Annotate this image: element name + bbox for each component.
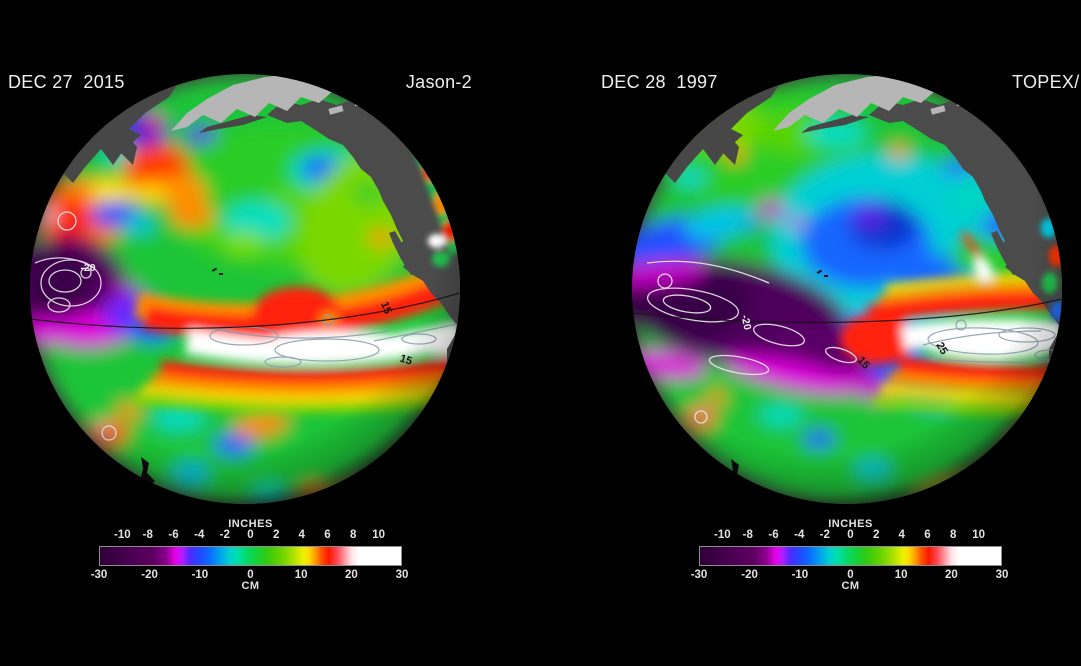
inches-tick: 4: [298, 529, 305, 541]
satellite-label: Jason-2: [405, 72, 472, 92]
cm-tick: -30: [690, 569, 708, 581]
cm-tick: -30: [90, 569, 108, 581]
inches-tick: -4: [794, 529, 805, 541]
date-label: DEC 28 1997: [601, 72, 718, 92]
colorbar-cm-ticks: -30 -20 -10 0 10 20 30: [91, 569, 409, 582]
inches-tick: -10: [714, 529, 731, 541]
inches-tick: 10: [372, 529, 386, 541]
panel-1997: DEC 28 1997 TOPEX/: [541, 0, 1081, 666]
cm-tick: 10: [294, 569, 308, 581]
date-label: DEC 27 2015: [8, 72, 125, 92]
inches-tick: -6: [768, 529, 779, 541]
inches-tick: 8: [350, 529, 357, 541]
inches-tick: 0: [247, 529, 254, 541]
cm-tick: 0: [847, 569, 854, 581]
inches-tick: 2: [273, 529, 280, 541]
inches-tick: 4: [898, 529, 905, 541]
colorbar-unit-cm: CM: [241, 580, 260, 592]
cm-tick: 20: [344, 569, 358, 581]
inches-tick: 8: [950, 529, 957, 541]
inches-tick: -8: [742, 529, 753, 541]
globe-2015: -20 15 15: [30, 74, 460, 504]
inches-tick: -2: [819, 529, 830, 541]
cm-tick: 10: [894, 569, 908, 581]
inches-tick: -10: [114, 529, 131, 541]
colorbar-inches-ticks: -10 -8 -6 -4 -2 0 2 4 6 8 10: [699, 529, 1002, 542]
colorbar-gradient: [99, 546, 402, 566]
cm-tick: 20: [944, 569, 958, 581]
inches-tick: 6: [924, 529, 931, 541]
colorbar-unit-inches: INCHES: [228, 518, 273, 530]
inches-tick: 10: [972, 529, 986, 541]
globe-1997: -20 15 25: [632, 74, 1062, 504]
colorbar-inches-ticks: -10 -8 -6 -4 -2 0 2 4 6 8 10: [99, 529, 402, 542]
cm-tick: -10: [791, 569, 809, 581]
colorbar-cm-ticks: -30 -20 -10 0 10 20 30: [691, 569, 1009, 582]
cm-tick: -20: [741, 569, 758, 581]
sphere-shading: [632, 74, 1062, 504]
inches-tick: 2: [873, 529, 880, 541]
sphere-shading: [30, 74, 460, 504]
colorbar-unit-cm: CM: [841, 580, 860, 592]
inches-tick: -6: [168, 529, 179, 541]
inches-tick: -4: [194, 529, 205, 541]
cm-tick: 0: [247, 569, 254, 581]
colorbar-gradient: [699, 546, 1002, 566]
colorbar: INCHES -10 -8 -6 -4 -2 0 2 4 6 8 10 -30 …: [691, 518, 1009, 592]
cm-tick: 30: [395, 569, 409, 581]
inches-tick: 0: [847, 529, 854, 541]
cm-tick: 30: [995, 569, 1009, 581]
inches-tick: -8: [142, 529, 153, 541]
panel-2015: DEC 27 2015 Jason-2: [0, 0, 540, 666]
cm-tick: -20: [141, 569, 158, 581]
colorbar: INCHES -10 -8 -6 -4 -2 0 2 4 6 8 10 -30 …: [91, 518, 409, 592]
inches-tick: 6: [324, 529, 331, 541]
cm-tick: -10: [191, 569, 209, 581]
satellite-label: TOPEX/: [1012, 72, 1080, 92]
colorbar-unit-inches: INCHES: [828, 518, 873, 530]
inches-tick: -2: [219, 529, 230, 541]
